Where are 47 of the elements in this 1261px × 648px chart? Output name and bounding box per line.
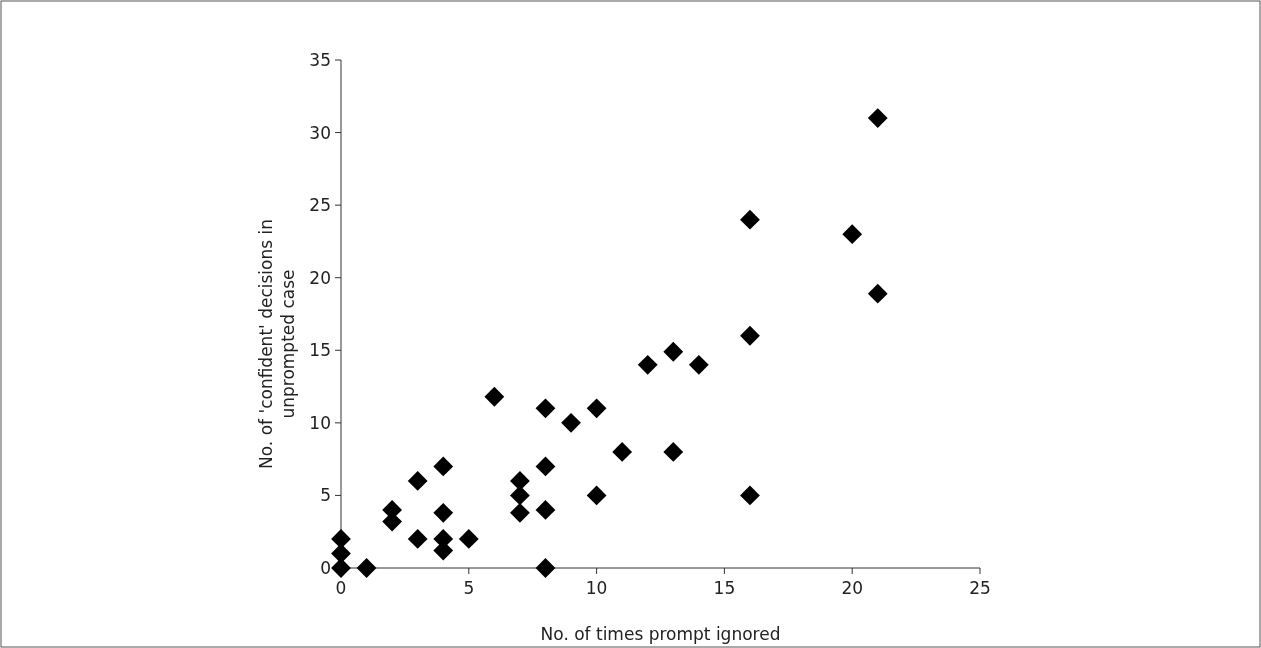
point: [586, 485, 607, 506]
point: [637, 354, 658, 375]
x-tick-label: 5: [463, 578, 475, 598]
point: [867, 108, 888, 128]
x-tick-label: 25: [969, 578, 991, 598]
point: [331, 529, 351, 549]
point: [535, 500, 556, 520]
point: [484, 386, 505, 407]
y-tick-label: 15: [309, 340, 331, 361]
y-tick-label: 0: [320, 557, 331, 578]
point: [535, 456, 556, 477]
point: [688, 354, 709, 375]
x-tick-label: 0: [335, 578, 347, 598]
point: [331, 543, 351, 564]
point: [331, 558, 351, 578]
x-tick-label: 10: [585, 578, 608, 598]
point: [510, 485, 530, 506]
point: [510, 471, 530, 491]
point: [433, 456, 454, 477]
point: [535, 558, 556, 578]
point: [740, 485, 760, 506]
point: [458, 529, 479, 549]
point: [510, 502, 530, 523]
point: [535, 398, 556, 419]
point: [561, 412, 581, 433]
y-tick-label: 25: [309, 195, 331, 216]
point: [586, 398, 607, 419]
point: [663, 441, 684, 462]
point: [356, 558, 377, 578]
x-tick-label: 20: [841, 578, 864, 598]
y-tick-label: 20: [309, 267, 331, 288]
y-tick-label: 5: [320, 485, 331, 506]
point: [740, 209, 760, 230]
x-tick-label: 15: [713, 578, 736, 598]
point: [407, 471, 428, 491]
y-axis-title: No. of 'confident' decisions in unprompted case: [256, 219, 299, 469]
point: [842, 224, 863, 245]
point: [867, 283, 888, 304]
point: [740, 325, 760, 346]
point: [612, 441, 633, 462]
point: [407, 529, 428, 549]
x-axis-title: No. of times prompt ignored: [540, 624, 781, 644]
y-tick-label: 10: [309, 412, 331, 433]
y-tick-label: 30: [309, 122, 331, 143]
point: [433, 502, 454, 523]
point: [663, 341, 684, 362]
y-tick-label: 35: [309, 49, 331, 70]
